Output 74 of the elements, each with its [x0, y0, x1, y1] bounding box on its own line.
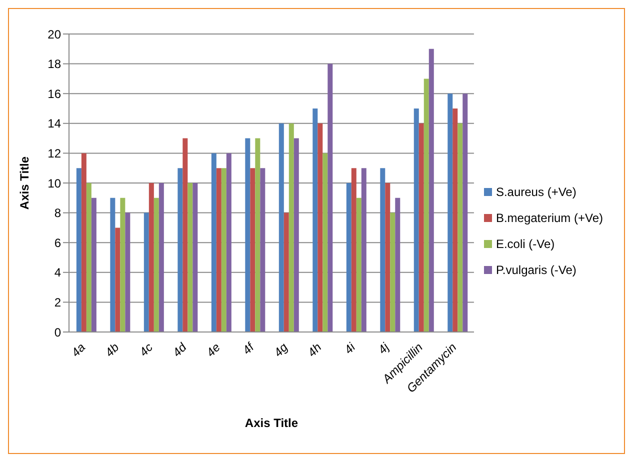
y-tick-label: 12	[48, 146, 62, 160]
legend-label: S.aureus (+Ve)	[496, 184, 576, 198]
bar	[318, 123, 323, 332]
legend-label: B.megaterium (+Ve)	[496, 210, 603, 224]
x-tick-label: 4e	[204, 340, 224, 360]
y-tick-label: 2	[54, 295, 62, 310]
bar	[91, 198, 96, 332]
y-tick-label: 14	[48, 116, 62, 131]
bar	[328, 64, 333, 332]
bar	[115, 228, 120, 332]
bar	[110, 198, 116, 332]
bar	[418, 123, 424, 332]
x-tick-label: 4f	[240, 339, 258, 358]
bar	[250, 168, 256, 332]
x-tick-label: 4g	[271, 340, 291, 360]
y-tick-label: 6	[54, 236, 62, 250]
bar	[221, 168, 226, 332]
bar	[154, 198, 159, 332]
bar	[188, 183, 193, 332]
legend-label: P.vulgaris (-Ve)	[496, 262, 576, 276]
bar	[216, 168, 222, 332]
y-tick-label: 18	[48, 57, 62, 72]
bar	[144, 212, 149, 332]
bar	[356, 198, 362, 332]
y-axis-title: Axis Title	[17, 156, 32, 210]
bar	[86, 183, 92, 332]
y-tick-label: 4	[54, 266, 62, 280]
x-tick-label: 4i	[341, 340, 358, 357]
bar	[385, 183, 390, 332]
x-tick-label: 4h	[304, 340, 324, 360]
x-tick-label: 4a	[68, 340, 88, 360]
bar	[424, 78, 429, 332]
bar	[211, 153, 216, 332]
x-tick-label: 4c	[136, 340, 156, 360]
y-tick-label: 16	[48, 86, 62, 101]
bar	[428, 48, 434, 332]
bar	[192, 183, 198, 332]
bar	[448, 94, 453, 332]
bar	[288, 123, 294, 332]
y-tick-label: 0	[54, 325, 62, 340]
bar	[120, 198, 126, 332]
bar	[414, 108, 419, 332]
bar	[178, 168, 183, 332]
x-axis-title: Axis Title	[244, 416, 298, 430]
y-tick-label: 8	[54, 206, 62, 220]
bar	[462, 94, 468, 332]
bar	[125, 212, 130, 332]
bar	[76, 168, 82, 332]
bar	[294, 138, 299, 332]
bar	[351, 168, 356, 332]
bar	[346, 183, 352, 332]
x-tick-label: 4b	[102, 340, 122, 360]
bar	[245, 138, 250, 332]
y-tick-label: 20	[48, 27, 62, 42]
bar	[390, 212, 396, 332]
bar	[380, 168, 386, 332]
bar	[284, 212, 289, 332]
bar	[260, 168, 266, 332]
bar	[81, 153, 86, 332]
bar	[226, 153, 232, 332]
bar	[395, 198, 400, 332]
x-tick-label: 4d	[170, 340, 190, 360]
bar	[312, 108, 318, 332]
bar	[458, 123, 463, 332]
bar	[361, 168, 366, 332]
bar	[148, 183, 154, 332]
y-tick-label: 10	[48, 176, 62, 190]
bar	[452, 108, 458, 332]
bar	[182, 138, 188, 332]
bar	[158, 183, 164, 332]
legend-label: E.coli (-Ve)	[496, 236, 555, 250]
bar	[322, 153, 328, 332]
bar	[255, 138, 260, 332]
bar	[278, 123, 284, 332]
